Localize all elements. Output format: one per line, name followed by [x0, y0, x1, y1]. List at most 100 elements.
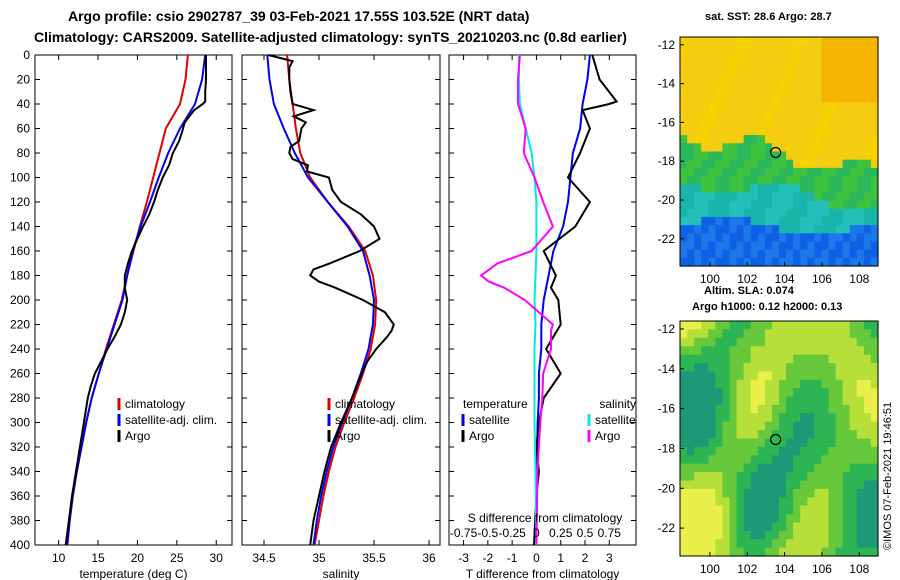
map-cell — [750, 404, 759, 414]
map-cell — [821, 184, 830, 193]
y-tick-label: 20 — [17, 73, 31, 87]
map-cell — [793, 127, 801, 136]
map-cell — [842, 363, 851, 372]
map-cell — [793, 135, 801, 144]
map-cell — [687, 176, 695, 185]
map-cell — [750, 396, 759, 406]
map-cell — [856, 45, 865, 54]
map-cell — [687, 53, 695, 63]
map-cell — [764, 396, 773, 406]
y-tick-label: 320 — [10, 440, 30, 454]
series-line-t-satellite — [535, 54, 591, 546]
map-cell — [694, 143, 702, 153]
map-cell — [856, 86, 865, 95]
map-cell — [828, 184, 837, 193]
map-cell — [821, 396, 830, 406]
map-cell — [842, 354, 851, 364]
map-cell — [687, 143, 695, 153]
map-cell — [743, 363, 752, 372]
map-cell — [694, 77, 702, 87]
map-cell — [793, 446, 801, 456]
map-cell — [729, 110, 738, 120]
difference-panel: -3 -2 -1 0 1 2 3T difference from climatologyS… — [448, 54, 637, 580]
map-cell — [743, 522, 752, 532]
map-cell — [842, 446, 851, 456]
map-cell — [849, 430, 858, 440]
map-cell — [771, 37, 780, 46]
map-cell — [849, 446, 858, 456]
map-cell — [828, 167, 837, 177]
map-cell — [701, 505, 709, 515]
map-cell — [856, 396, 865, 406]
map-cell — [701, 225, 709, 234]
map-cell — [779, 480, 787, 490]
map-cell — [828, 233, 837, 243]
map-cell — [779, 94, 787, 104]
map-cell — [828, 346, 837, 356]
map-cell — [757, 446, 766, 456]
map-cell — [708, 514, 716, 523]
map-cell — [828, 379, 837, 389]
map-cell — [750, 371, 759, 381]
map-cell — [807, 455, 815, 465]
map-cell — [828, 321, 837, 330]
map-cell — [743, 216, 752, 226]
map-cell — [807, 208, 815, 218]
map-cell — [807, 497, 815, 507]
map-cell — [849, 216, 858, 226]
map-cell — [793, 547, 801, 557]
map-cell — [842, 216, 851, 226]
map-cell — [736, 472, 745, 482]
map-cell — [743, 94, 752, 104]
map-cell — [736, 45, 745, 54]
map-cell — [849, 547, 858, 557]
map-cell — [750, 118, 759, 128]
map-cell — [856, 413, 865, 423]
map-cell — [842, 321, 851, 330]
map-cell — [828, 200, 837, 210]
map-cell — [764, 539, 773, 549]
map-cell — [764, 488, 773, 498]
map-cell — [870, 404, 879, 414]
map-cell — [786, 69, 794, 79]
map-cell — [757, 151, 766, 161]
map-cell — [828, 463, 837, 473]
map-cell — [764, 547, 773, 557]
map-cell — [757, 354, 766, 364]
map-cell — [743, 505, 752, 515]
map-cell — [708, 225, 716, 234]
map-cell — [828, 530, 837, 540]
map-cell — [750, 110, 759, 120]
map-cell — [842, 371, 851, 381]
map-cell — [743, 135, 752, 144]
map-cell — [722, 216, 731, 226]
legend-label: satellite-adj. clim. — [125, 413, 217, 427]
map-cell — [786, 388, 794, 398]
map-cell — [687, 446, 695, 456]
map-cell — [687, 249, 695, 259]
map-cell — [743, 208, 752, 218]
map-cell — [757, 102, 766, 112]
map-cell — [722, 127, 731, 136]
map-cell — [856, 463, 865, 473]
map-cell — [757, 233, 766, 243]
y-tick-label: 0 — [23, 48, 30, 62]
map-cell — [814, 480, 823, 490]
x-axis-label: salinity — [323, 567, 360, 580]
map-cell — [835, 421, 844, 431]
map-cell — [786, 110, 794, 120]
map-cell — [750, 184, 759, 193]
map-cell — [842, 53, 851, 63]
map-cell — [694, 388, 702, 398]
map-cell — [722, 497, 731, 507]
map-y-tick-label: -12 — [658, 322, 676, 336]
map-cell — [835, 61, 844, 71]
map-cell — [750, 522, 759, 532]
map-cell — [736, 514, 745, 523]
map-cell — [842, 176, 851, 185]
map-cell — [828, 421, 837, 431]
map-cell — [736, 110, 745, 120]
map-cell — [771, 371, 780, 381]
map-cell — [750, 337, 759, 347]
map-cell — [821, 430, 830, 440]
